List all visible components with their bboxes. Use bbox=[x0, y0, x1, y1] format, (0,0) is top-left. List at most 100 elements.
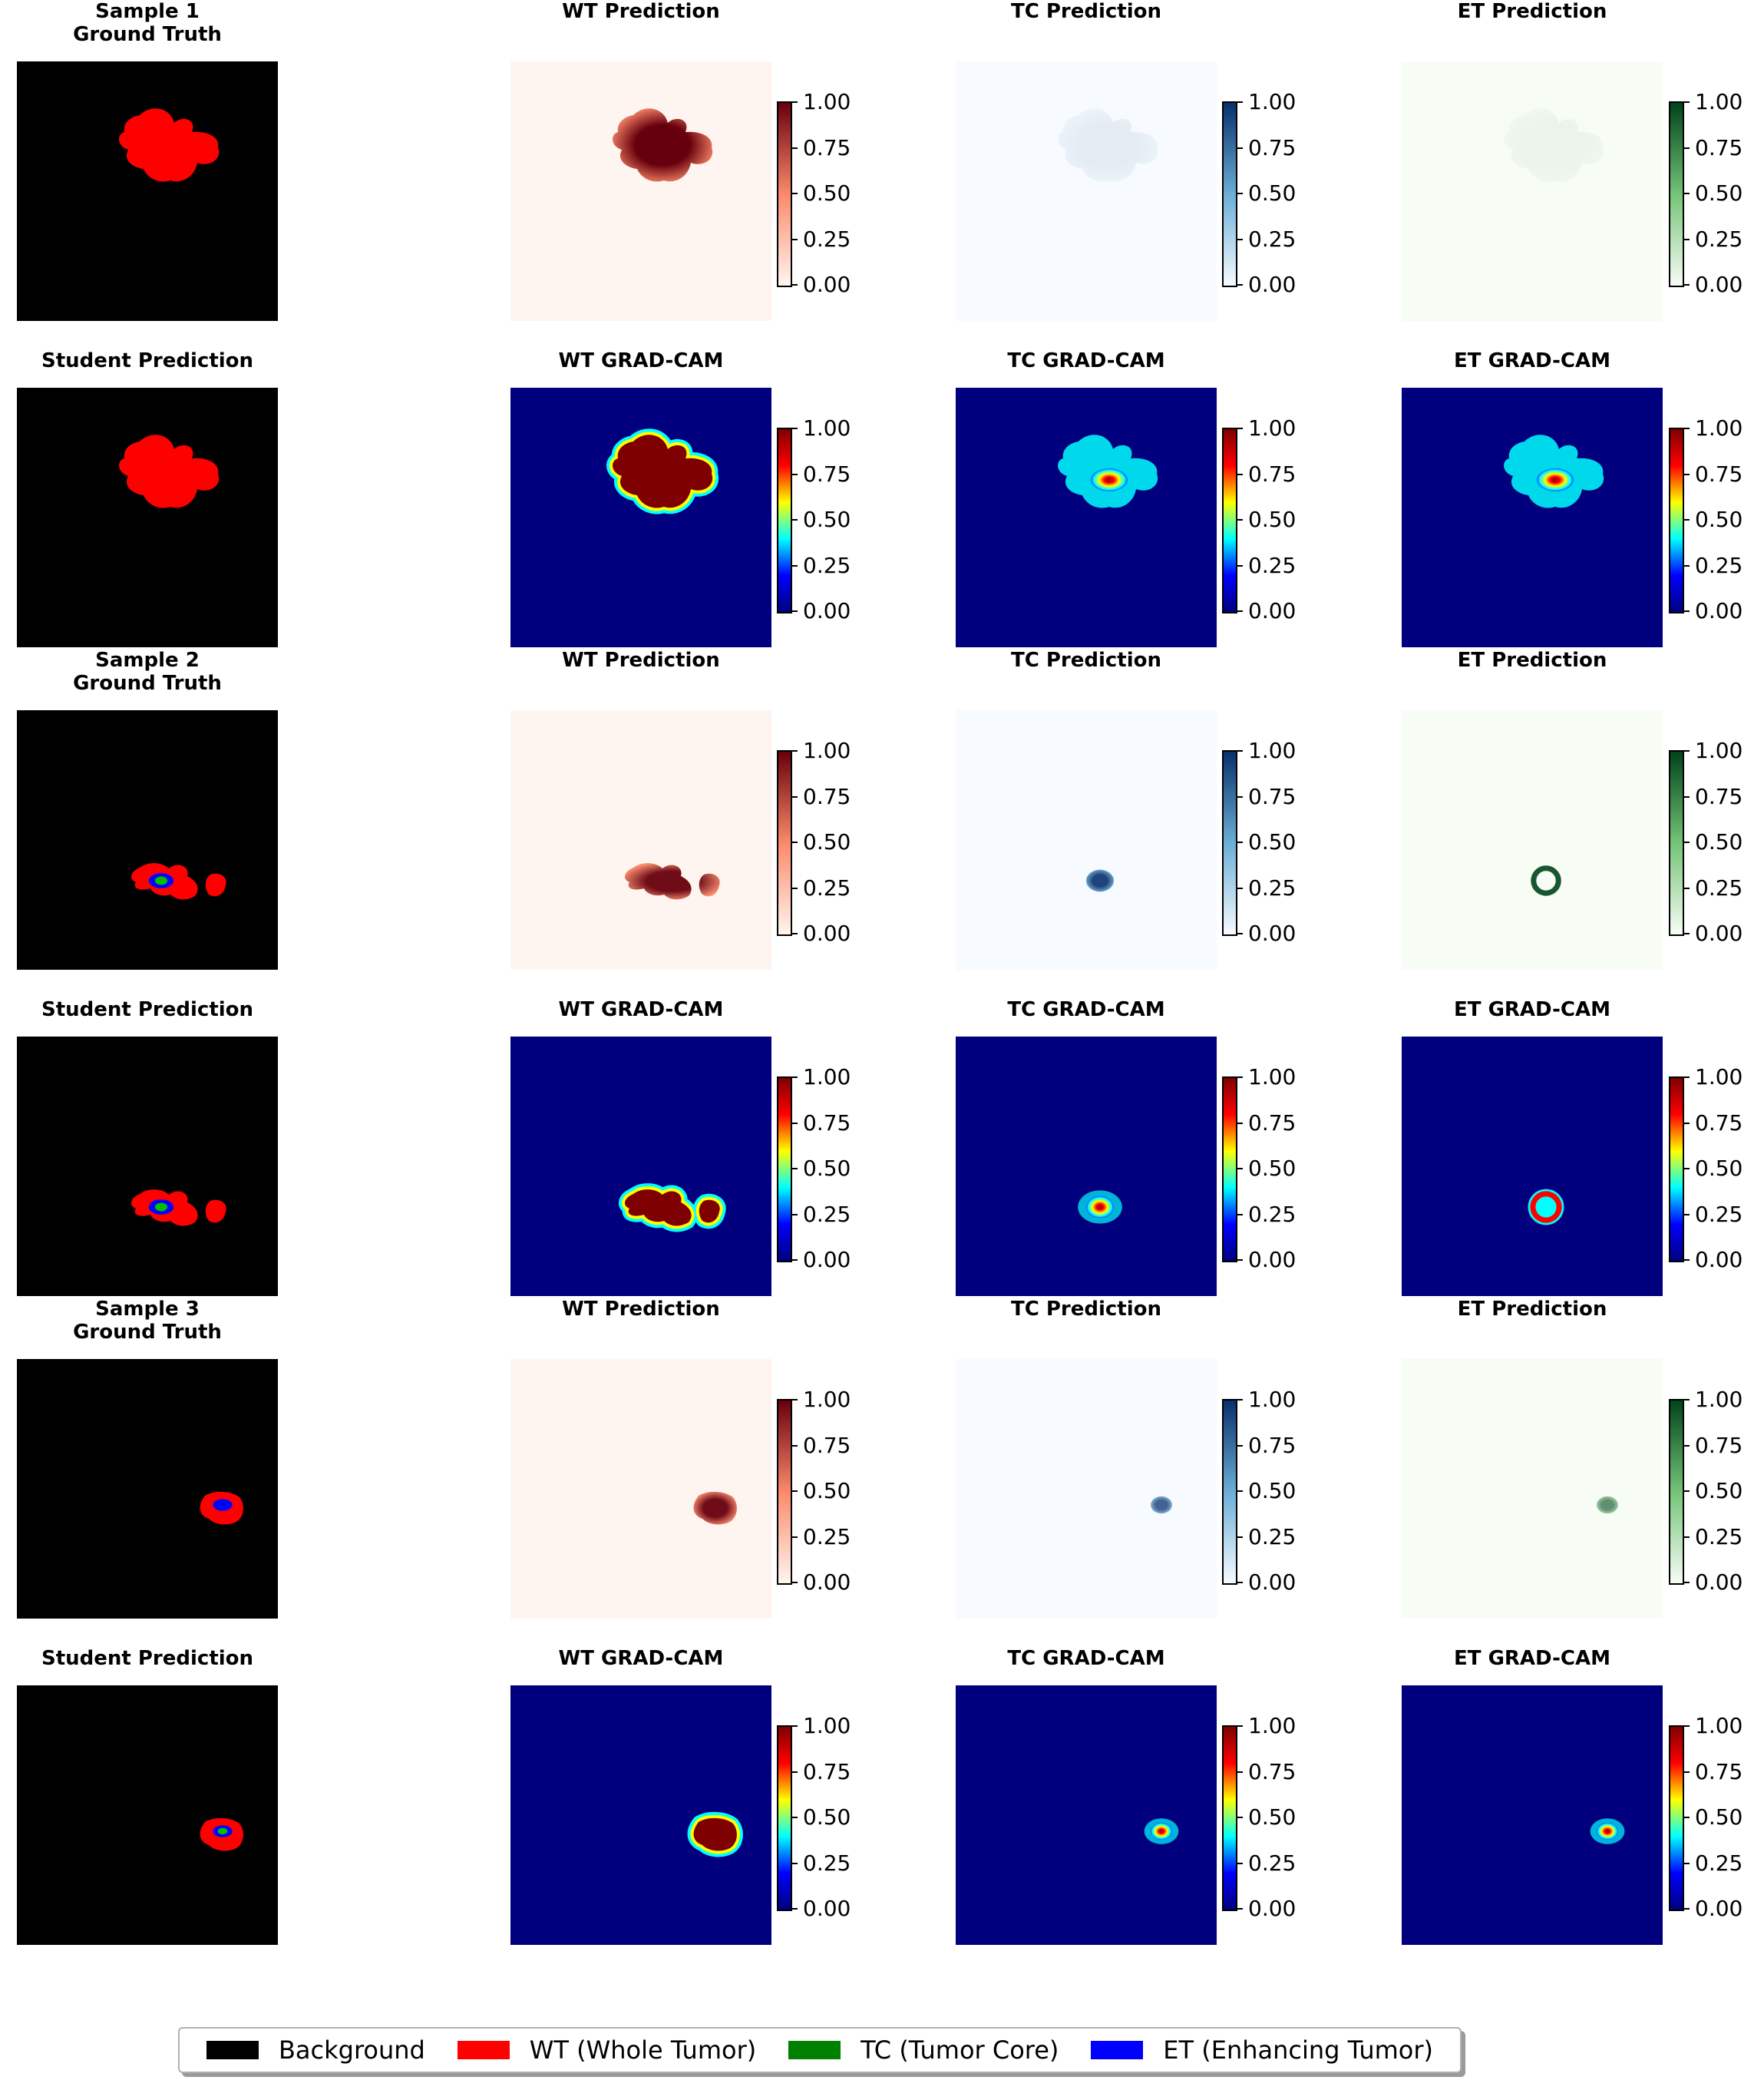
colorbar-tick: 0.25 bbox=[791, 1850, 867, 1876]
tick-mark bbox=[791, 238, 798, 240]
tick-label: 0.25 bbox=[1248, 226, 1297, 252]
colorbar-tick: 0.00 bbox=[1236, 1897, 1313, 1920]
tick-label: 1.00 bbox=[1695, 1387, 1743, 1412]
colorbar-tick: 0.00 bbox=[791, 1248, 867, 1272]
tick-label: 1.00 bbox=[803, 415, 851, 441]
tick-label: 0.25 bbox=[1695, 1850, 1743, 1876]
tc-region bbox=[154, 1202, 168, 1212]
colorbar-tick: 1.00 bbox=[1683, 417, 1759, 440]
tick-label: 0.25 bbox=[1695, 552, 1743, 578]
colorbar: 1.00 0.75 0.50 0.25 0.00 bbox=[777, 1066, 869, 1272]
tick-label: 0.75 bbox=[803, 1432, 851, 1458]
tc-gradcam-map bbox=[956, 1037, 1217, 1296]
tick-label: 0.75 bbox=[1248, 1109, 1297, 1136]
tc-prediction-map bbox=[956, 710, 1217, 970]
colorbar: 1.00 0.75 0.50 0.25 0.00 bbox=[777, 739, 869, 945]
segmentation-panel bbox=[17, 1359, 278, 1619]
colorbar-tick: 0.75 bbox=[1236, 1109, 1313, 1136]
tick-label: 0.50 bbox=[803, 1478, 851, 1503]
legend-swatch bbox=[1091, 2041, 1144, 2059]
panel-title-et-grad-cam: ET GRAD-CAM bbox=[1454, 1647, 1610, 1670]
tick-label: 0.25 bbox=[803, 1850, 851, 1876]
tick-label: 1.00 bbox=[1695, 1713, 1743, 1738]
prediction-core bbox=[1151, 1496, 1172, 1514]
tick-mark bbox=[1236, 428, 1243, 429]
tick-mark bbox=[1683, 1725, 1690, 1727]
colorbar-tick: 0.25 bbox=[1683, 876, 1759, 900]
tick-mark bbox=[791, 1817, 798, 1818]
colorbar-tick: 0.25 bbox=[1683, 1850, 1759, 1876]
tick-mark bbox=[1236, 795, 1243, 798]
tick-mark bbox=[791, 842, 798, 843]
colorbar-tick: 1.00 bbox=[791, 1388, 867, 1411]
colorbar-tick: 0.75 bbox=[1236, 785, 1313, 809]
tick-mark bbox=[791, 1259, 798, 1261]
tick-label: 0.75 bbox=[803, 783, 851, 809]
legend-label: TC (Tumor Core) bbox=[861, 2035, 1059, 2065]
colorbar-tick: 0.25 bbox=[791, 1202, 867, 1226]
tick-label: 0.00 bbox=[1248, 598, 1297, 623]
colorbar-gradient bbox=[777, 101, 792, 287]
legend-swatch bbox=[206, 2041, 259, 2059]
tick-label: 0.00 bbox=[803, 921, 851, 946]
colorbar: 1.00 0.75 0.50 0.25 0.00 bbox=[1222, 1388, 1314, 1594]
panel-title-segmentation: Student Prediction bbox=[41, 1647, 254, 1670]
activation-region bbox=[693, 1817, 737, 1851]
map-background bbox=[510, 710, 771, 970]
tick-label: 0.00 bbox=[1248, 1569, 1297, 1595]
tick-mark bbox=[1683, 1444, 1690, 1447]
tick-mark bbox=[1683, 1536, 1690, 1538]
tick-label: 0.25 bbox=[1695, 1201, 1743, 1227]
map-background bbox=[510, 1685, 771, 1945]
activation-peak bbox=[1151, 1822, 1172, 1840]
tick-label: 0.50 bbox=[803, 1156, 851, 1181]
tick-mark bbox=[1683, 933, 1690, 934]
tick-label: 0.25 bbox=[1695, 1523, 1743, 1549]
colorbar-tick: 1.00 bbox=[1236, 91, 1313, 114]
colorbar-tick: 0.25 bbox=[791, 1525, 867, 1549]
colorbar-tick: 1.00 bbox=[1236, 417, 1313, 440]
colorbar-gradient bbox=[1222, 750, 1237, 936]
tick-label: 0.50 bbox=[803, 180, 851, 206]
tick-mark bbox=[791, 750, 798, 752]
activation-peak bbox=[1597, 1822, 1618, 1840]
tc-region bbox=[217, 1827, 228, 1835]
colorbar-tick: 0.75 bbox=[1236, 1760, 1313, 1784]
tick-mark bbox=[1236, 238, 1243, 240]
tick-label: 0.00 bbox=[1695, 272, 1743, 297]
colorbar-tick: 1.00 bbox=[791, 739, 867, 762]
panel-title-segmentation: Sample 2 Ground Truth bbox=[73, 649, 222, 695]
tick-mark bbox=[791, 193, 798, 194]
activation-peak bbox=[1086, 1195, 1114, 1219]
panel-title-et-grad-cam: ET GRAD-CAM bbox=[1454, 349, 1610, 372]
colorbar-tick: 0.25 bbox=[1683, 227, 1759, 251]
map-background bbox=[956, 1359, 1217, 1619]
tick-mark bbox=[1683, 238, 1690, 240]
tick-mark bbox=[1236, 1122, 1243, 1124]
panel-title-segmentation: Sample 3 Ground Truth bbox=[73, 1298, 222, 1344]
wt-region bbox=[119, 108, 220, 182]
colorbar: 1.00 0.75 0.50 0.25 0.00 bbox=[1222, 1715, 1314, 1920]
legend-item-wt: WT (Whole Tumor) bbox=[457, 2035, 756, 2065]
colorbar-tick: 0.75 bbox=[791, 462, 867, 486]
map-background bbox=[510, 61, 771, 321]
colorbar-tick: 0.25 bbox=[1683, 554, 1759, 577]
colorbar-tick: 1.00 bbox=[791, 1066, 867, 1089]
tick-mark bbox=[1683, 193, 1690, 194]
colorbar: 1.00 0.75 0.50 0.25 0.00 bbox=[777, 417, 869, 623]
colorbar: 1.00 0.75 0.50 0.25 0.00 bbox=[1669, 417, 1761, 623]
tick-mark bbox=[1236, 750, 1243, 752]
colorbar-tick: 1.00 bbox=[1236, 1715, 1313, 1738]
tick-label: 1.00 bbox=[1695, 738, 1743, 763]
wt-region bbox=[119, 435, 220, 508]
panel-title-tc-grad-cam: TC GRAD-CAM bbox=[1007, 1647, 1165, 1670]
tc-prediction-map bbox=[956, 61, 1217, 321]
tick-mark bbox=[1683, 101, 1690, 103]
colorbar-tick: 0.25 bbox=[1236, 1525, 1313, 1549]
colorbar: 1.00 0.75 0.50 0.25 0.00 bbox=[1222, 91, 1314, 296]
tick-mark bbox=[1683, 1908, 1690, 1910]
prediction-region bbox=[1058, 108, 1158, 182]
et-prediction-map bbox=[1402, 710, 1663, 970]
colorbar-tick: 1.00 bbox=[1683, 739, 1759, 762]
tc-gradcam-map bbox=[956, 1685, 1217, 1945]
